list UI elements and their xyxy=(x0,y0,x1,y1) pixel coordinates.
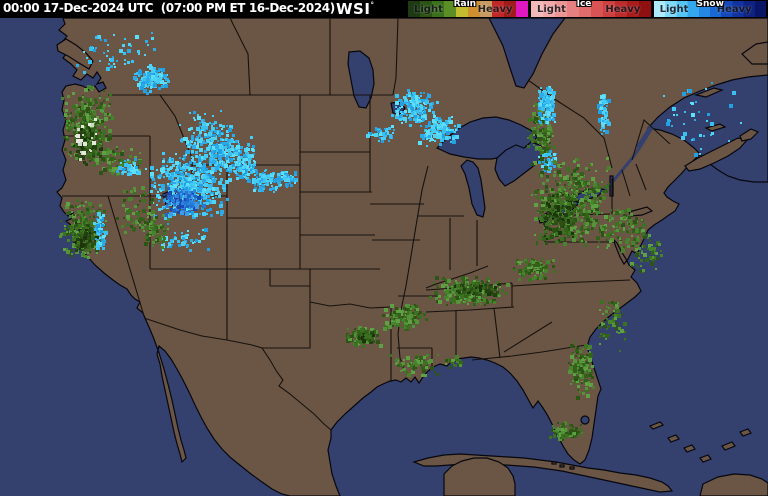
bahamas-6 xyxy=(739,428,752,437)
florida-keys-2 xyxy=(559,464,565,468)
legend-ice-heavy-label: Heavy xyxy=(605,4,641,15)
timestamp: 00:00 17-Dec-2024 UTC (07:00 PM ET 16-De… xyxy=(3,1,335,15)
yucatan xyxy=(443,457,516,496)
legend-snow-heavy-label: Heavy xyxy=(716,4,752,15)
legend-ice-gradient-bar: Light Heavy xyxy=(531,1,651,17)
title-bar: 00:00 17-Dec-2024 UTC (07:00 PM ET 16-De… xyxy=(0,0,768,18)
legend-ice: Light Heavy Ice xyxy=(531,0,651,18)
legend-snow: Light Heavy Snow xyxy=(654,0,766,18)
bahamas-1 xyxy=(648,421,665,430)
islands xyxy=(56,38,768,496)
vancouver-island xyxy=(56,38,94,70)
legend-rain-heavy-label: Heavy xyxy=(477,4,513,15)
anticosti-island xyxy=(693,87,724,98)
florida-keys-1 xyxy=(551,461,557,465)
legend-snow-title: Snow xyxy=(696,0,724,9)
florida-keys-3 xyxy=(569,466,575,470)
bahamas-3 xyxy=(683,444,696,453)
hispaniola xyxy=(699,473,768,496)
lake-michigan xyxy=(460,159,486,218)
wsi-logo-text: WSI xyxy=(336,0,371,18)
legend-rain-light-label: Light xyxy=(414,4,443,15)
legend-snow-light-label: Light xyxy=(659,4,689,15)
canada-province-borders xyxy=(229,18,671,169)
legend-rain: Light Heavy Rain xyxy=(408,0,528,18)
us-mexico-border xyxy=(143,317,332,431)
bahamas-4 xyxy=(699,454,712,463)
prince-edward-island xyxy=(704,123,727,132)
radar-map-svg xyxy=(0,18,768,496)
legend-snow-gradient-bar: Light Heavy xyxy=(654,1,766,17)
cape-breton xyxy=(739,128,760,142)
lake-okeechobee xyxy=(580,415,590,425)
legend-rain-gradient-bar: Light Heavy xyxy=(408,1,528,17)
legend-rain-title: Rain xyxy=(453,0,477,9)
lake-winnipeg xyxy=(347,50,375,109)
james-bay xyxy=(488,18,566,89)
wsi-logo-degree-mark: ° xyxy=(370,1,375,9)
bahamas-5 xyxy=(721,441,736,451)
radar-map xyxy=(0,18,768,496)
legend-ice-title: Ice xyxy=(576,0,592,9)
radar-precipitation-layer xyxy=(59,32,742,441)
bahamas-2 xyxy=(667,434,680,443)
legend-ice-light-label: Light xyxy=(537,4,566,15)
political-borders xyxy=(62,18,671,431)
st-lawrence-estuary xyxy=(635,124,655,150)
newfoundland xyxy=(741,41,768,65)
nova-scotia xyxy=(684,137,749,172)
precip-legend: Light Heavy Rain Light Heavy Ice Light H… xyxy=(408,0,768,18)
wsi-logo: WSI° xyxy=(336,0,374,18)
